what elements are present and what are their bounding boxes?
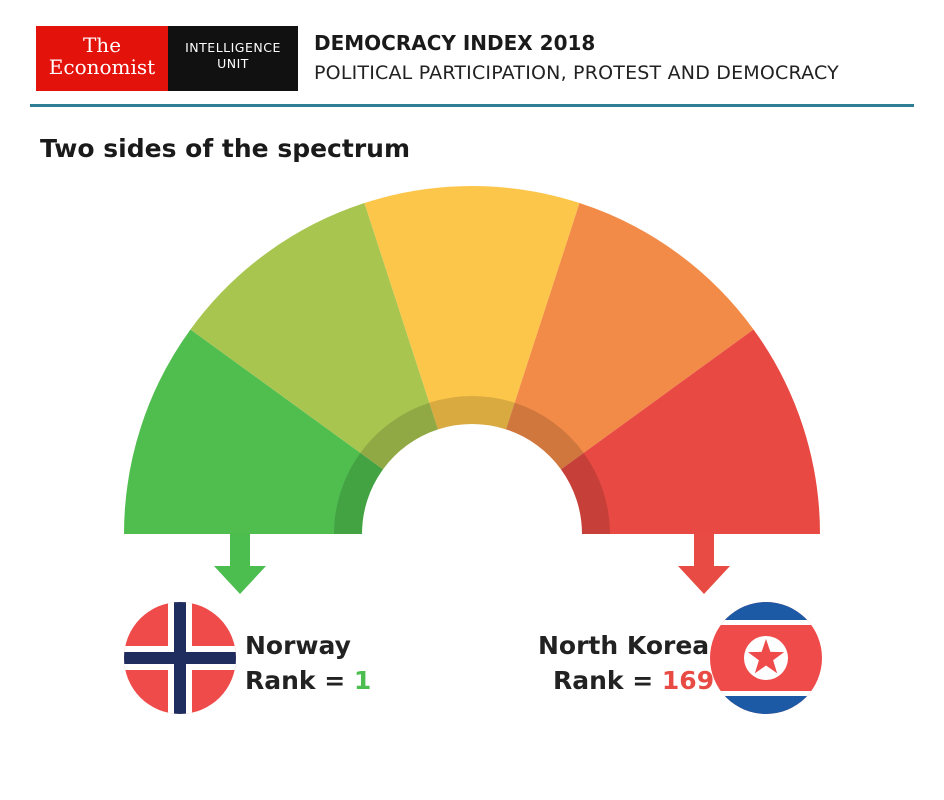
gauge-ring-segment-5 [560, 452, 610, 534]
gauge-ring-segment-3 [429, 396, 515, 430]
north-korea-rank-value: 169 [661, 666, 715, 695]
gauge-ring-segment-2 [360, 402, 439, 470]
header: The Economist INTELLIGENCE UNIT DEMOCRAC… [0, 0, 944, 110]
section-title: Two sides of the spectrum [40, 134, 411, 163]
norway-rank-label: Rank = [245, 666, 354, 695]
report-subtitle: POLITICAL PARTICIPATION, PROTEST AND DEM… [314, 62, 839, 84]
left-arrow-icon [214, 534, 266, 594]
gauge-segments [124, 186, 820, 534]
north-korea-rank: Rank = 169 [553, 666, 714, 695]
economist-logo-line1: The [82, 33, 122, 57]
gauge-ring-segment-4 [505, 402, 584, 470]
north-korea-rank-label: Rank = [553, 666, 662, 695]
gauge-segment-1 [124, 329, 384, 534]
north-korea-name: North Korea [538, 631, 710, 660]
gauge-ring-segment-1 [334, 452, 384, 534]
right-arrow-icon [678, 534, 730, 594]
gauge-segment-5 [560, 329, 820, 534]
report-title: DEMOCRACY INDEX 2018 [314, 31, 596, 55]
gauge-segment-3 [364, 186, 580, 430]
norway-rank: Rank = 1 [245, 666, 371, 695]
gauge-inner-ring [334, 396, 610, 534]
eiu-logo-line1: INTELLIGENCE [185, 40, 281, 55]
norway-flag-icon [124, 602, 236, 714]
norway-name: Norway [245, 631, 351, 660]
header-divider [30, 104, 914, 107]
economist-logo-line2: Economist [48, 55, 156, 79]
eiu-logo: INTELLIGENCE UNIT [168, 26, 298, 91]
gauge-segment-2 [190, 203, 439, 470]
gauge-segment-4 [505, 203, 754, 470]
economist-logo: The Economist [36, 26, 168, 91]
norway-rank-value: 1 [353, 666, 372, 695]
north-korea-flag-icon [710, 602, 822, 714]
eiu-logo-line2: UNIT [217, 56, 249, 72]
